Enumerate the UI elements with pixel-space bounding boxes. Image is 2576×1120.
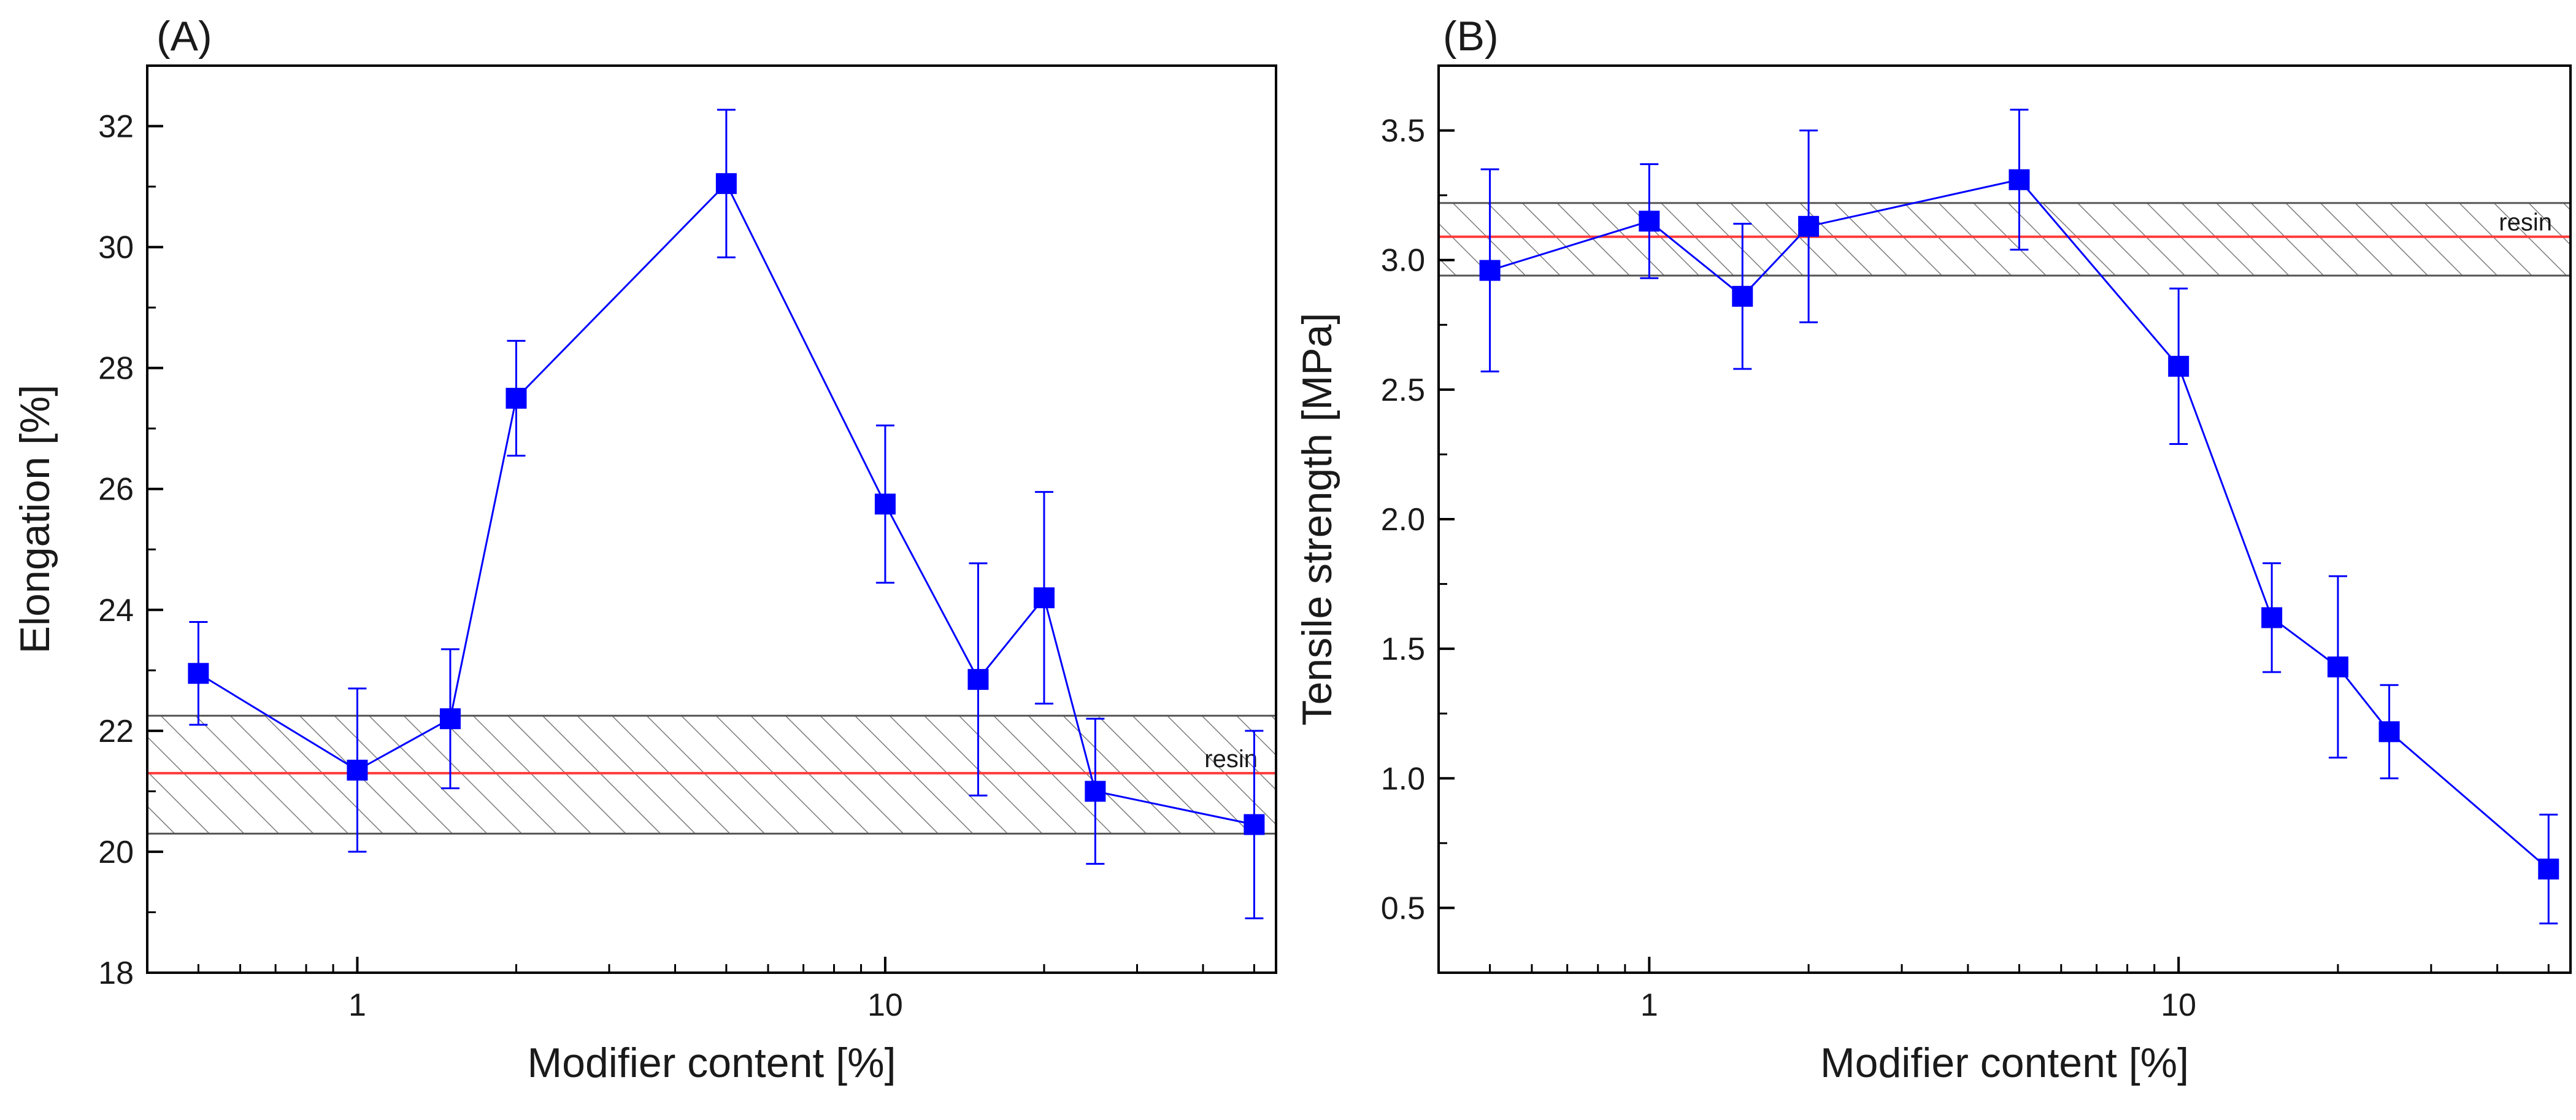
- y-tick-label: 28: [98, 351, 134, 387]
- data-point: [1085, 781, 1106, 802]
- x-tick-label: 1: [348, 987, 366, 1023]
- resin-band-label: resin: [2499, 209, 2552, 236]
- y-axis-title: Elongation [%]: [12, 385, 58, 654]
- data-point: [188, 663, 209, 684]
- resin-reference-band: [1437, 202, 2572, 277]
- y-tick-label: 3.5: [1381, 114, 1425, 149]
- x-axis-ticks: 1 10: [1489, 957, 2550, 1023]
- y-tick-label: 2.5: [1381, 373, 1425, 408]
- data-point: [439, 708, 461, 730]
- x-tick-label: 10: [867, 987, 903, 1023]
- chart-panel-a: resin 18 20 22 24 26 28 30 32 1 10 (A) Modifier …: [12, 13, 1277, 1086]
- series-line: [1490, 179, 2550, 870]
- y-axis-ticks: 18 20 22 24 26 28 30 32: [98, 64, 163, 991]
- y-tick-label: 0.5: [1381, 890, 1425, 926]
- data-point: [715, 173, 737, 195]
- chart-panel-b: resin 0.5 1.0 1.5 2.0 2.5 3.0 3.5 1 10 (B) Modi…: [1294, 13, 2572, 1086]
- y-tick-label: 20: [98, 835, 134, 870]
- y-axis-title: Tensile strength [MPa]: [1294, 313, 1340, 726]
- x-tick-label: 10: [2161, 987, 2196, 1023]
- data-point: [506, 387, 527, 409]
- data-point: [967, 669, 989, 690]
- data-point: [1479, 260, 1501, 281]
- data-point: [2009, 169, 2030, 190]
- data-point: [1732, 285, 1753, 307]
- data-point: [2261, 607, 2283, 628]
- y-tick-label: 2.0: [1381, 502, 1425, 538]
- y-tick-label: 30: [98, 230, 134, 266]
- y-tick-label: 32: [98, 109, 134, 145]
- y-tick-label: 1.5: [1381, 631, 1425, 667]
- data-point: [2538, 859, 2559, 880]
- data-point: [874, 493, 896, 515]
- y-tick-label: 26: [98, 472, 134, 508]
- resin-band-label: resin: [1204, 746, 1258, 773]
- elongation-series: [188, 109, 1265, 919]
- y-axis-ticks: 0.5 1.0 1.5 2.0 2.5 3.0 3.5: [1381, 64, 1455, 974]
- tensile-strength-series: [1479, 109, 2559, 925]
- resin-reference-band: [146, 714, 1277, 835]
- data-point: [1244, 814, 1265, 835]
- panel-label: (A): [156, 13, 212, 60]
- data-point: [1639, 210, 1660, 232]
- y-tick-label: 1.0: [1381, 761, 1425, 797]
- series-line: [198, 182, 1255, 826]
- data-point: [347, 759, 368, 781]
- plot-frame: [146, 64, 1277, 974]
- x-axis-ticks: 1 10: [197, 957, 1255, 1023]
- data-point: [1033, 587, 1055, 609]
- data-point: [2378, 721, 2400, 743]
- x-tick-label: 1: [1640, 987, 1658, 1023]
- x-axis-title: Modifier content [%]: [528, 1040, 896, 1086]
- data-point: [2168, 355, 2190, 377]
- y-tick-label: 22: [98, 714, 134, 749]
- data-point: [2327, 656, 2348, 678]
- plot-frame: [1437, 64, 2572, 974]
- y-tick-label: 24: [98, 593, 134, 628]
- y-tick-label: 18: [98, 956, 134, 991]
- panel-label: (B): [1443, 13, 1499, 60]
- x-axis-title: Modifier content [%]: [1820, 1040, 2189, 1086]
- y-tick-label: 3.0: [1381, 243, 1425, 279]
- data-point: [1798, 215, 1820, 237]
